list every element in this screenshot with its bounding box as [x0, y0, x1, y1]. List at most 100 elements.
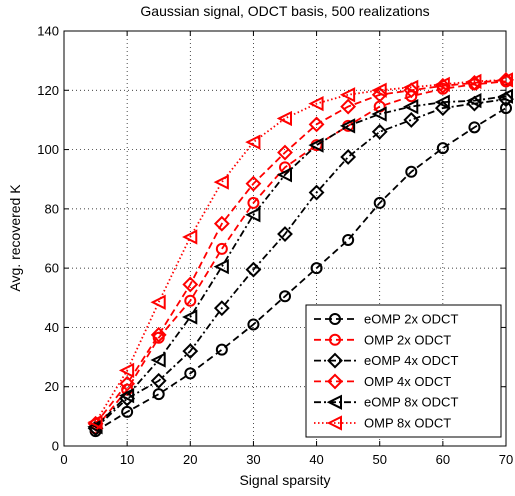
legend-entry: eOMP 8x ODCT: [314, 394, 458, 410]
series-line: [95, 107, 507, 432]
legend-entry: eOMP 2x ODCT: [314, 312, 458, 327]
x-tick-label: 70: [499, 452, 513, 467]
triangle-left-marker: [403, 79, 419, 95]
triangle-left-marker: [87, 414, 103, 430]
circle-marker: [184, 294, 197, 307]
circle-marker: [436, 142, 449, 155]
circle-marker: [215, 343, 228, 356]
y-axis-label: Avg. recovered K: [7, 184, 23, 292]
triangle-left-marker: [245, 134, 261, 150]
diamond-marker: [277, 144, 293, 161]
series-3: [87, 91, 514, 437]
diamond-marker: [308, 184, 325, 201]
triangle-left-marker: [371, 106, 387, 122]
diamond-marker: [371, 123, 388, 140]
x-tick-label: 0: [60, 452, 67, 467]
diamond-marker: [150, 326, 167, 343]
legend-entry: OMP 8x ODCT: [314, 415, 451, 431]
diamond-marker: [498, 71, 514, 88]
triangle-left-marker: [118, 387, 135, 404]
diamond-marker: [119, 375, 136, 392]
triangle-left-marker: [150, 294, 166, 310]
legend-label: OMP 2x ODCT: [364, 332, 451, 347]
diamond-marker: [327, 373, 343, 390]
x-tick-label: 20: [183, 452, 197, 467]
diamond-marker: [182, 343, 199, 360]
series-line: [94, 95, 507, 428]
x-tick-label: 60: [436, 452, 450, 467]
y-tick-label: 140: [37, 24, 59, 39]
triangle-left-marker: [308, 137, 324, 153]
triangle-left-marker: [276, 167, 292, 183]
circle-marker: [329, 313, 341, 325]
y-tick-label: 80: [45, 201, 59, 216]
y-tick-label: 120: [37, 83, 59, 98]
diamond-marker: [403, 112, 420, 128]
x-tick-label: 10: [120, 452, 134, 467]
triangle-left-marker: [497, 72, 513, 88]
circle-marker: [342, 233, 355, 246]
triangle-left-marker: [150, 352, 166, 368]
circle-marker: [215, 242, 228, 255]
circle-marker: [279, 290, 291, 303]
diamond-marker: [308, 116, 325, 133]
diamond-marker: [213, 215, 230, 232]
legend-label: eOMP 2x ODCT: [364, 312, 458, 327]
series-line: [94, 79, 507, 425]
y-tick-label: 40: [45, 320, 59, 335]
circle-marker: [184, 367, 197, 380]
series-1: [89, 102, 512, 438]
diamond-marker: [182, 276, 199, 293]
plot-frame: [63, 30, 507, 447]
diamond-marker: [340, 98, 357, 115]
y-tick-label: 0: [52, 439, 59, 454]
legend-entry: eOMP 4x ODCT: [314, 352, 458, 369]
triangle-left-marker: [182, 309, 198, 325]
x-tick-label: 50: [372, 452, 386, 467]
triangle-left-marker: [497, 88, 513, 104]
triangle-left-marker: [276, 110, 292, 127]
circle-marker: [152, 388, 165, 401]
legend-entry: OMP 2x ODCT: [314, 332, 451, 347]
circle-marker: [500, 102, 512, 115]
legend-label: eOMP 4x ODCT: [364, 353, 458, 368]
x-tick-label: 30: [246, 452, 260, 467]
triangle-left-marker: [466, 73, 482, 90]
triangle-left-marker: [434, 94, 450, 110]
legend-label: OMP 8x ODCT: [364, 416, 451, 431]
x-tick-label: 40: [309, 452, 323, 467]
triangle-left-marker: [118, 362, 135, 379]
triangle-left-marker: [371, 82, 387, 98]
circle-marker: [310, 262, 323, 275]
legend-label: eOMP 8x ODCT: [364, 395, 458, 410]
triangle-left-marker: [326, 415, 342, 431]
y-tick-label: 100: [37, 142, 59, 157]
triangle-left-marker: [339, 87, 356, 103]
triangle-left-marker: [245, 207, 261, 223]
diamond-marker: [340, 149, 357, 165]
legend: eOMP 2x ODCT OMP 2x ODCT eOMP 4x ODCT OMP 4…: [305, 304, 502, 438]
circle-marker: [468, 121, 481, 134]
circle-marker: [247, 318, 260, 331]
triangle-left-marker: [434, 76, 450, 92]
x-axis-label: Signal sparsity: [239, 472, 330, 488]
diamond-marker: [213, 300, 230, 317]
diamond-marker: [245, 261, 262, 278]
circle-marker: [405, 165, 418, 178]
triangle-left-marker: [403, 98, 419, 115]
circle-marker: [329, 333, 341, 346]
triangle-left-marker: [213, 174, 229, 190]
diamond-marker: [434, 100, 451, 116]
diamond-marker: [277, 226, 293, 242]
diamond-marker: [150, 372, 167, 389]
diamond-marker: [371, 86, 388, 103]
legend-label: OMP 4x ODCT: [364, 374, 451, 389]
triangle-left-marker: [339, 118, 356, 134]
chart-title: Gaussian signal, ODCT basis, 500 realiza…: [140, 3, 429, 19]
series-5: [87, 88, 513, 435]
triangle-left-marker: [466, 93, 482, 109]
axis-ticks: 0 10 20 30 40 50 60 70 0 20 40 60 80 100 120 140: [37, 24, 513, 468]
legend-entry: OMP 4x ODCT: [314, 373, 451, 390]
circle-marker: [152, 331, 165, 344]
